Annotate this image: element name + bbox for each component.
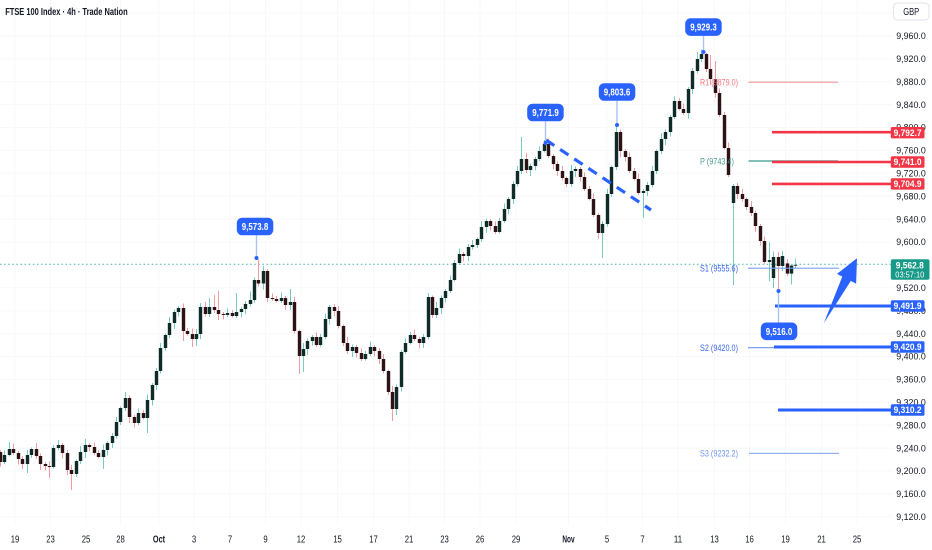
svg-text:9,160.0: 9,160.0 <box>896 489 926 499</box>
svg-text:9,420.9: 9,420.9 <box>894 342 922 352</box>
svg-text:3: 3 <box>192 534 197 545</box>
svg-text:9,600.0: 9,600.0 <box>896 237 926 247</box>
svg-text:21: 21 <box>817 534 826 545</box>
svg-text:9,280.0: 9,280.0 <box>896 420 926 430</box>
svg-text:03:57:10: 03:57:10 <box>895 270 924 280</box>
svg-text:7: 7 <box>228 534 233 545</box>
svg-text:9,880.0: 9,880.0 <box>896 77 926 87</box>
svg-text:9,929.3: 9,929.3 <box>690 23 717 34</box>
svg-text:S3 (9232.2): S3 (9232.2) <box>700 449 738 459</box>
svg-text:9,120.0: 9,120.0 <box>896 512 926 522</box>
svg-text:9,320.0: 9,320.0 <box>896 398 926 408</box>
svg-text:25: 25 <box>82 534 91 545</box>
svg-text:9,840.0: 9,840.0 <box>896 100 926 110</box>
svg-text:9,440.0: 9,440.0 <box>896 329 926 339</box>
svg-text:R1 (9879.0): R1 (9879.0) <box>700 77 738 87</box>
svg-text:19: 19 <box>781 534 790 545</box>
svg-text:9,960.0: 9,960.0 <box>896 31 926 41</box>
svg-text:FTSE 100 Index · 4h · Trade Na: FTSE 100 Index · 4h · Trade Nation <box>5 6 128 18</box>
svg-text:Nov: Nov <box>562 534 574 545</box>
svg-text:11: 11 <box>674 534 683 545</box>
svg-text:9,803.6: 9,803.6 <box>604 88 631 99</box>
svg-text:9,520.0: 9,520.0 <box>896 283 926 293</box>
svg-text:Oct: Oct <box>153 534 166 545</box>
svg-text:S1 (9555.6): S1 (9555.6) <box>700 264 738 274</box>
svg-text:9,491.9: 9,491.9 <box>894 301 922 311</box>
svg-text:23: 23 <box>46 534 55 545</box>
svg-text:7: 7 <box>640 534 645 545</box>
svg-text:9,516.0: 9,516.0 <box>766 327 793 338</box>
svg-text:9,720.0: 9,720.0 <box>896 169 926 179</box>
svg-text:29: 29 <box>512 534 521 545</box>
svg-text:9,573.8: 9,573.8 <box>242 222 269 233</box>
svg-text:9,741.0: 9,741.0 <box>894 157 922 167</box>
svg-text:17: 17 <box>369 534 378 545</box>
svg-text:9: 9 <box>263 534 268 545</box>
svg-text:9,920.0: 9,920.0 <box>896 54 926 64</box>
svg-text:9,640.0: 9,640.0 <box>896 214 926 224</box>
svg-text:9,760.0: 9,760.0 <box>896 146 926 156</box>
svg-text:9,680.0: 9,680.0 <box>896 191 926 201</box>
svg-text:9,704.9: 9,704.9 <box>894 179 922 189</box>
svg-text:13: 13 <box>710 534 719 545</box>
svg-text:P (9743.4): P (9743.4) <box>700 156 734 166</box>
svg-text:9,310.2: 9,310.2 <box>894 405 922 415</box>
svg-text:S2 (9420.0): S2 (9420.0) <box>700 343 738 353</box>
svg-text:19: 19 <box>11 534 20 545</box>
svg-text:GBP: GBP <box>903 7 919 18</box>
svg-text:26: 26 <box>476 534 485 545</box>
svg-text:9,792.7: 9,792.7 <box>894 128 922 138</box>
svg-text:9,400.0: 9,400.0 <box>896 352 926 362</box>
svg-text:16: 16 <box>745 534 754 545</box>
svg-text:9,562.8: 9,562.8 <box>896 260 924 271</box>
svg-text:21: 21 <box>405 534 414 545</box>
svg-text:9,360.0: 9,360.0 <box>896 375 926 385</box>
svg-text:9,200.0: 9,200.0 <box>896 466 926 476</box>
svg-text:9,771.9: 9,771.9 <box>532 108 559 119</box>
svg-text:5: 5 <box>605 534 610 545</box>
svg-text:28: 28 <box>116 534 125 545</box>
svg-text:9,240.0: 9,240.0 <box>896 443 926 453</box>
svg-text:15: 15 <box>333 534 342 545</box>
svg-text:12: 12 <box>297 534 306 545</box>
svg-text:25: 25 <box>853 534 862 545</box>
svg-text:23: 23 <box>440 534 449 545</box>
